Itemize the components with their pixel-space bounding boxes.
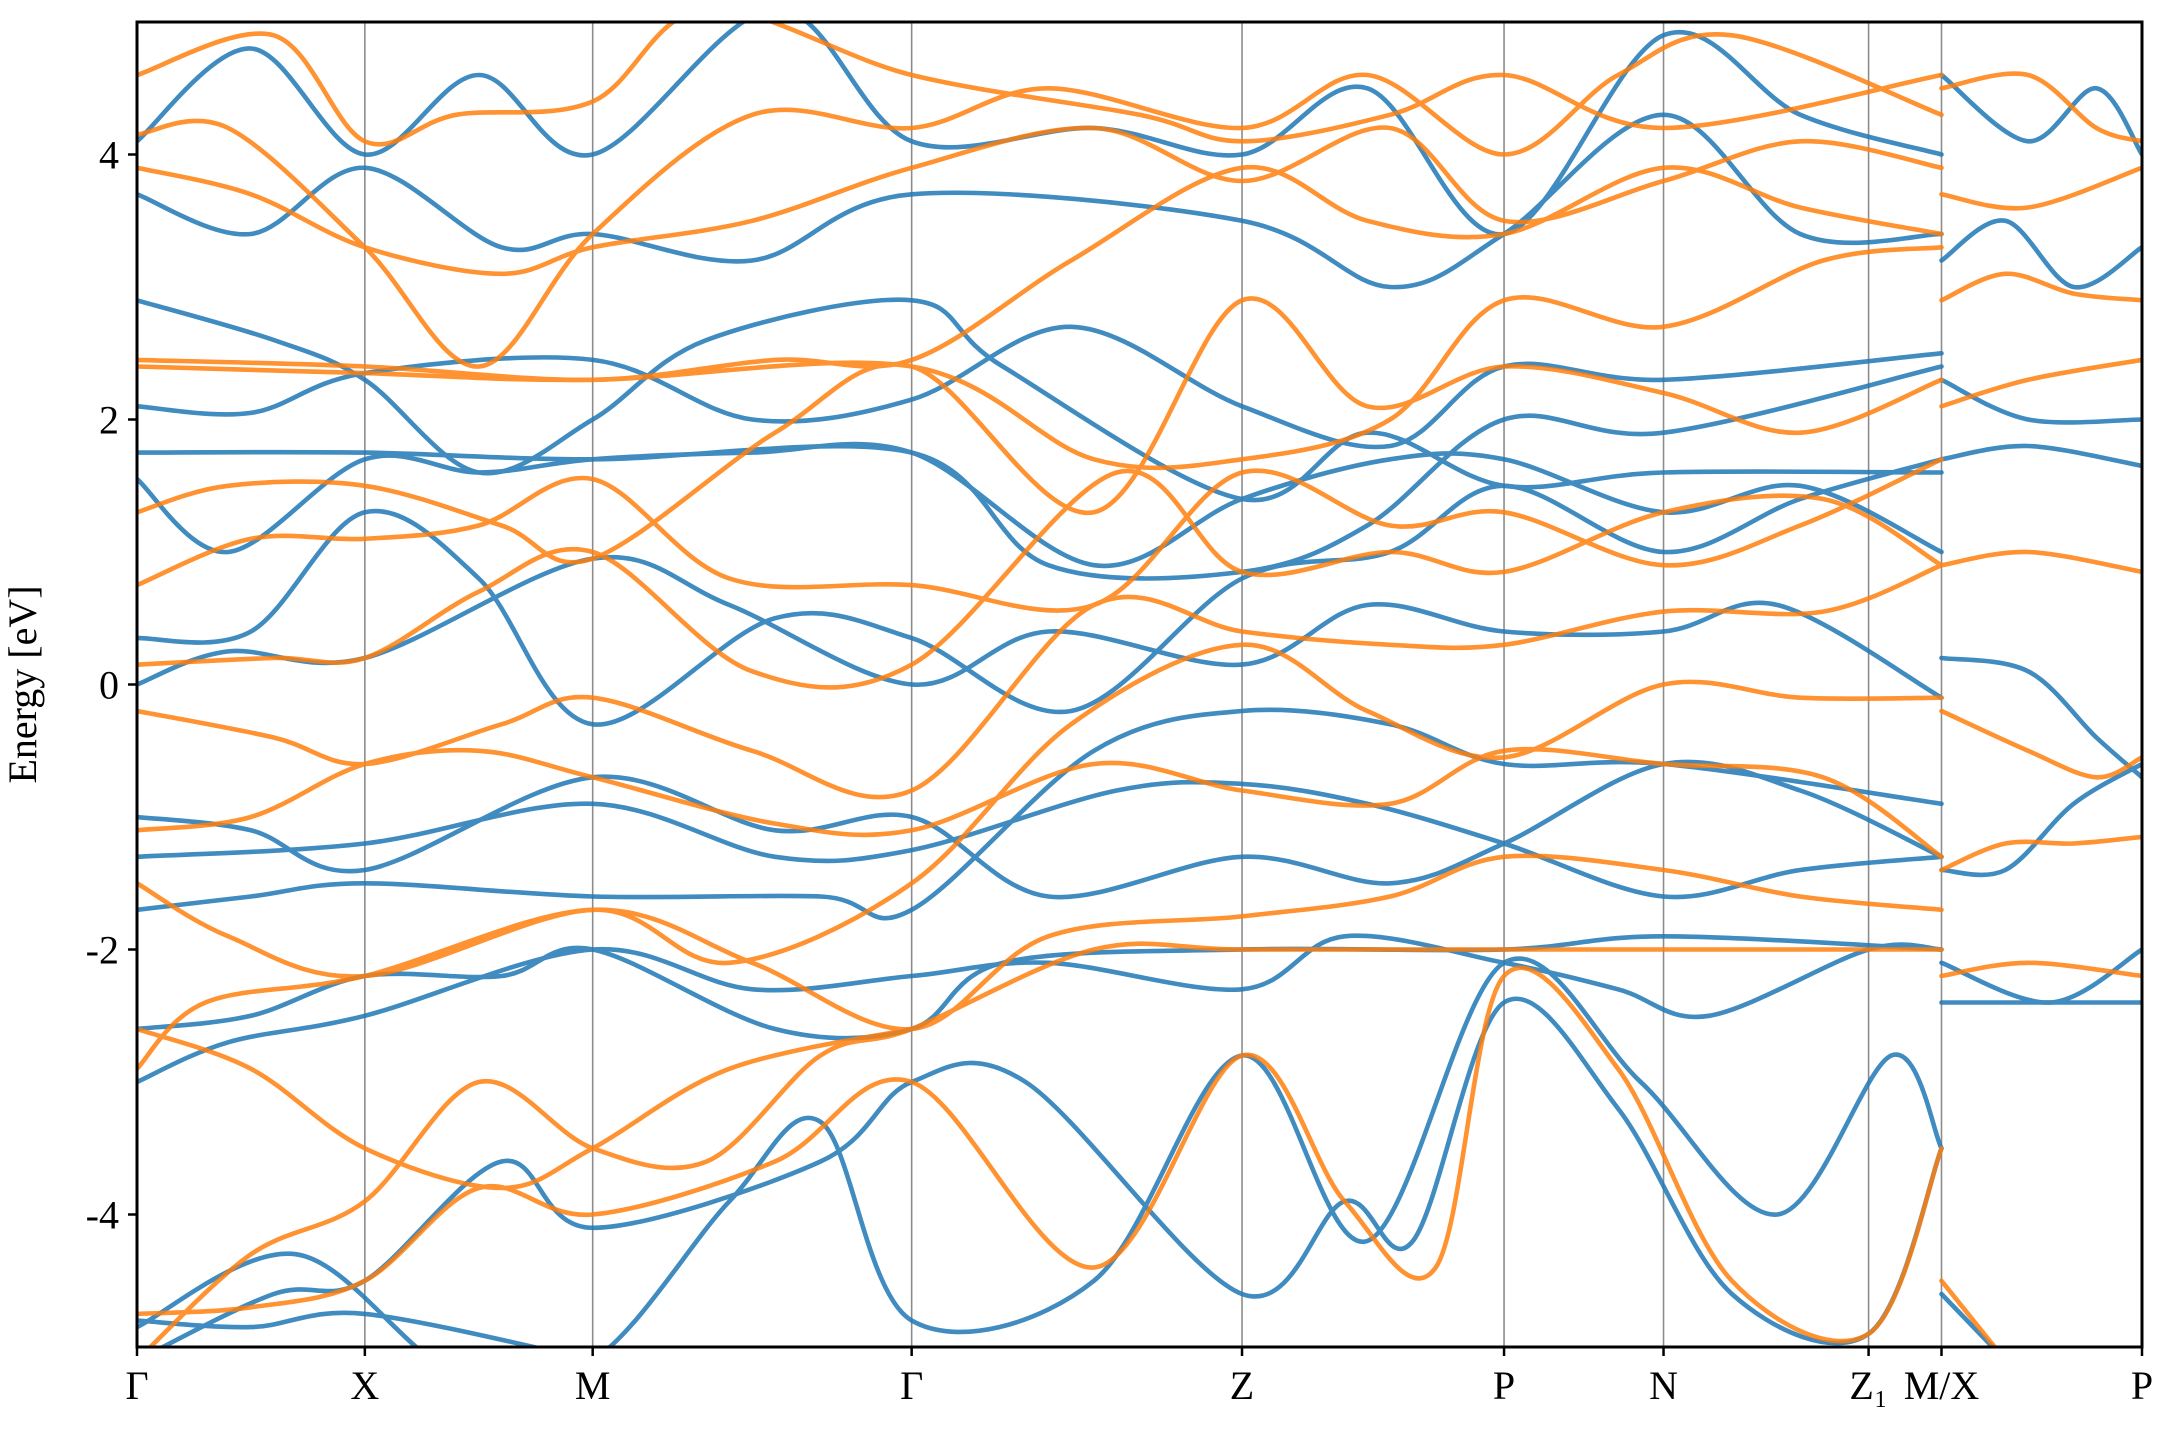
- kpoint-label: Γ: [125, 1363, 148, 1408]
- band-1-16: [137, 956, 1944, 1347]
- y-tick-label: 0: [99, 663, 119, 708]
- band-2-19: [1939, 549, 2142, 575]
- band-2-17: [1939, 960, 2142, 979]
- band-1-1: [137, 1310, 544, 1347]
- band-2-21: [1939, 271, 2142, 303]
- band-1-2: [137, 933, 1944, 1085]
- band-1-23: [1939, 218, 2142, 290]
- band-1-7: [137, 555, 1944, 700]
- band-2-10: [137, 164, 1944, 383]
- band-1-12: [137, 297, 1944, 503]
- kpoint-label: M/X: [1904, 1363, 1980, 1408]
- y-axis-title: Energy [eV]: [0, 585, 45, 783]
- band-2-15: [137, 1026, 914, 1191]
- y-tick-label: 4: [99, 133, 119, 178]
- band-2-14: [147, 941, 1944, 1347]
- band-lines: [137, 22, 2142, 1347]
- band-2-3: [137, 642, 1944, 979]
- band-2-9: [137, 245, 1944, 471]
- band-2-22: [1939, 165, 2142, 211]
- band-2-24: [1939, 1278, 1998, 1347]
- band-1-24: [1939, 72, 2142, 157]
- band-2-6: [137, 468, 1944, 690]
- band-2-18: [1939, 708, 2142, 780]
- band-1-13: [137, 112, 1944, 290]
- kpoint-label: X: [350, 1363, 379, 1408]
- kpoint-label: Γ: [900, 1363, 923, 1408]
- band-2-13: [137, 22, 1944, 147]
- band-1-15: [157, 996, 1944, 1347]
- kpoint-label: Z₁: [1849, 1363, 1887, 1408]
- band-2-16: [1939, 834, 2142, 873]
- x-axis: Γ X M Γ Z P N Z₁ M/X P: [125, 1347, 2153, 1408]
- band-1-25: [1939, 1291, 1996, 1347]
- band-1-9: [137, 441, 1944, 569]
- y-tick-label: -4: [86, 1193, 119, 1238]
- band-2-20: [1939, 357, 2142, 409]
- band-1-20: [1939, 655, 2142, 780]
- y-axis: -4 -2 0 2 4: [86, 133, 137, 1238]
- band-1-8: [137, 457, 1944, 727]
- band-2-2: [137, 853, 1944, 1072]
- y-tick-label: -2: [86, 928, 119, 973]
- band-2-7: [137, 457, 1944, 613]
- band-2-8: [137, 296, 1944, 565]
- kpoint-label: M: [575, 1363, 611, 1408]
- band-2-12: [137, 31, 1944, 369]
- kpoint-label: P: [1493, 1363, 1515, 1408]
- band-1-21: [1939, 443, 2142, 469]
- y-tick-label: 2: [99, 398, 119, 443]
- kpoint-label: P: [2131, 1363, 2153, 1408]
- band-1-19: [1939, 947, 2142, 1005]
- band-1-17: [1939, 761, 2142, 878]
- kpoint-label: N: [1649, 1363, 1678, 1408]
- band-1-22: [1939, 377, 2142, 425]
- band-series-2: [137, 22, 2142, 1347]
- band-1-10: [137, 364, 1944, 581]
- band-2-23: [1939, 71, 2142, 144]
- band-2-5: [137, 562, 1944, 800]
- band-1-5: [137, 779, 1944, 900]
- kpoint-label: Z: [1230, 1363, 1254, 1408]
- band-2-11: [137, 125, 1944, 277]
